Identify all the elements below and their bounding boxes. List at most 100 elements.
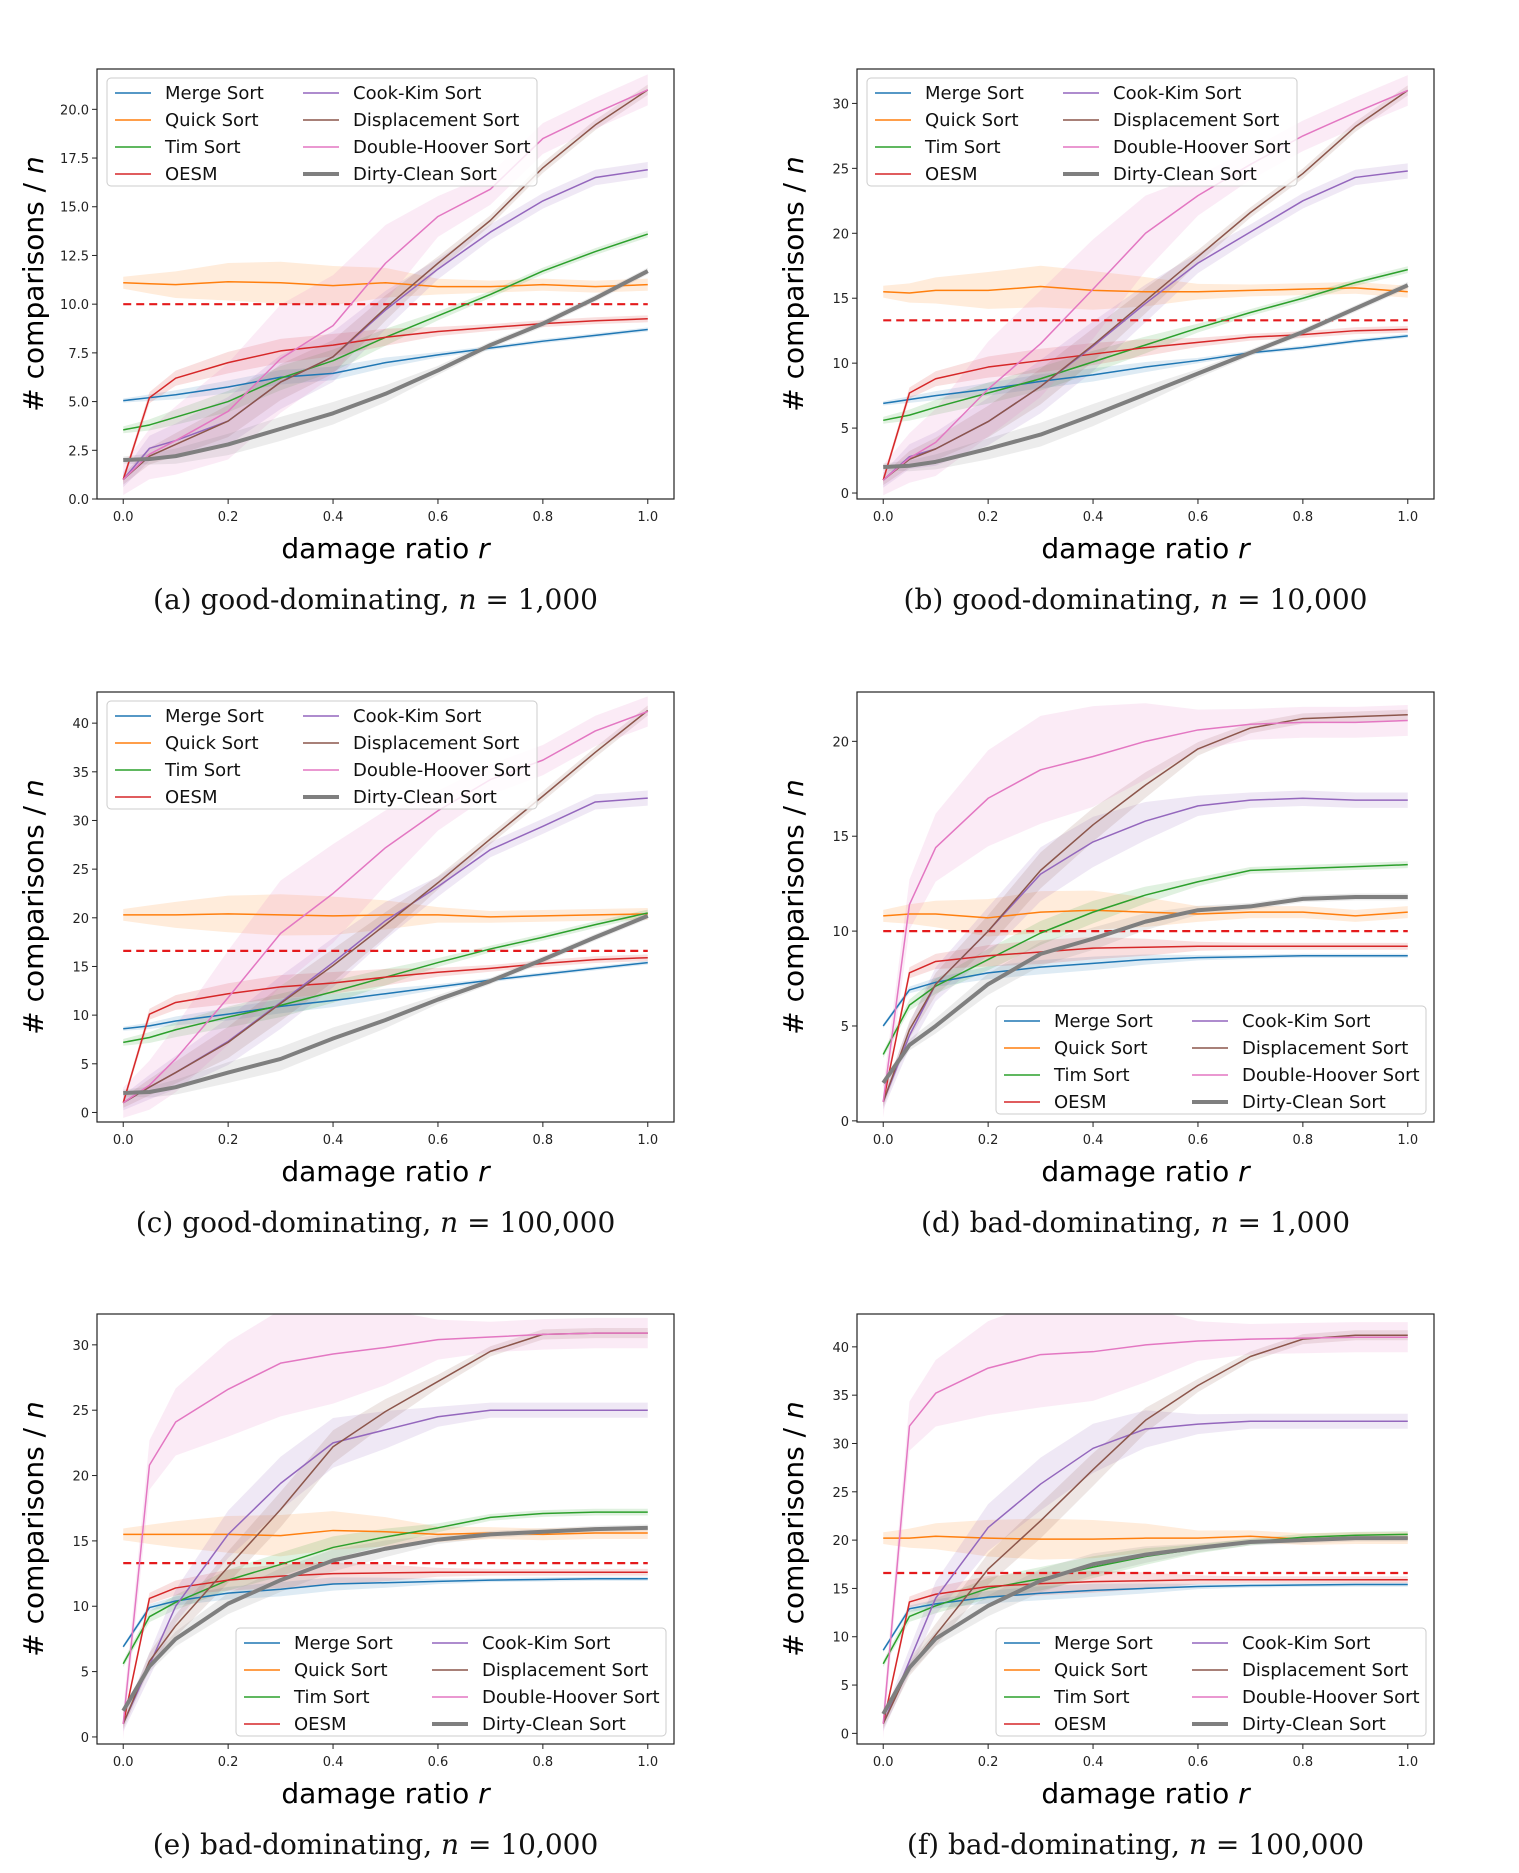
legend-item-displacement-sort: Displacement Sort [1192,1660,1408,1681]
legend-item-quick-sort: Quick Sort [875,110,1019,131]
y-tick-label: 20 [832,735,849,750]
subplot-caption: (e) bad-dominating, n = 10,000 [153,1828,599,1861]
subplot-f: 0.0 0.2 0.4 0.6 0.8 1.0 0 5 10 15 20 25 30 35 40 damage… [777,1313,1435,1861]
legend-item-merge-sort: Merge Sort [875,83,1024,104]
legend-label: Quick Sort [294,1660,388,1681]
legend-label: Tim Sort [1053,1687,1130,1708]
y-tick-label: 0 [81,1731,89,1746]
band-double-hoover-sort [883,703,1408,1118]
legend-item-tim-sort: Tim Sort [875,137,1001,158]
line-double-hoover-sort [122,710,649,1104]
y-axis-label: # comparisons / n [777,1401,810,1656]
y-tick-label: 15 [72,960,89,975]
legend-label: OESM [1054,1714,1107,1735]
y-tick-label: 17.5 [60,152,89,167]
band-cook-kim-sort [883,1410,1408,1732]
line-tim-sort [883,268,1408,422]
legend-item-merge-sort: Merge Sort [1004,1011,1153,1032]
y-axis-label: # comparisons / n [17,779,50,1034]
x-tick-label: 0.8 [533,1133,554,1148]
legend-label: Double-Hoover Sort [482,1687,660,1708]
line-displacement-sort [882,714,1408,1103]
band-dirty-clean-sort [883,893,1408,1087]
line-dirty-clean-sort [881,1536,1408,1716]
line-merge-sort [122,1578,648,1648]
y-tick-label: 0 [841,1727,849,1742]
y-tick-label: 0 [841,1115,849,1130]
band-double-hoover-sort [123,1314,648,1740]
legend-label: Cook-Kim Sort [353,706,481,727]
legend-item-oesm: OESM [244,1714,347,1735]
subplot-caption: (c) good-dominating, n = 100,000 [136,1206,616,1239]
legend-item-quick-sort: Quick Sort [115,733,259,754]
y-tick-label: 10.0 [60,298,89,313]
x-tick-label: 0.4 [323,510,344,525]
legend-label: Displacement Sort [353,733,519,754]
line-dirty-clean-sort [121,1525,648,1712]
legend-label: Cook-Kim Sort [1242,1633,1370,1654]
x-tick-label: 0.6 [428,510,449,525]
band-double-hoover-sort [883,75,1408,496]
plot-marks [121,1314,648,1740]
subplot-d: 0.0 0.2 0.4 0.6 0.8 1.0 0 5 10 15 20 damage ratio r… [777,691,1435,1239]
y-tick-label: 30 [832,97,849,112]
legend-item-tim-sort: Tim Sort [1004,1065,1130,1086]
legend-item-oesm: OESM [115,787,218,808]
band-tim-sort [123,1508,648,1668]
x-tick-label: 0.2 [978,510,999,525]
legend-item-dirty-clean-sort: Dirty-Clean Sort [303,164,497,185]
band-merge-sort [883,333,1408,406]
legend-item-quick-sort: Quick Sort [115,110,259,131]
y-tick-label: 5 [81,1666,89,1681]
line-merge-sort [882,1583,1408,1651]
y-tick-label: 15 [832,292,849,307]
x-tick-label: 0.2 [218,1133,239,1148]
band-cook-kim-sort [883,790,1408,1110]
y-tick-label: 25 [72,863,89,878]
y-tick-label: 7.5 [68,347,89,362]
line-quick-sort [123,913,648,918]
x-tick-label: 0.8 [533,510,554,525]
line-double-hoover-sort [882,89,1409,481]
plot-marks [122,696,649,1118]
legend-label: Dirty-Clean Sort [1242,1714,1386,1735]
x-tick-label: 0.6 [1188,510,1209,525]
legend-label: Dirty-Clean Sort [482,1714,626,1735]
x-tick-label: 1.0 [1397,1755,1418,1770]
legend-label: Tim Sort [1053,1065,1130,1086]
axes-frame [856,691,1435,1123]
y-tick-label: 10 [72,1600,89,1615]
axes-frame [856,68,1435,500]
y-tick-label: 5 [841,1679,849,1694]
band-cook-kim-sort [883,163,1408,488]
x-tick-label: 0.4 [323,1755,344,1770]
subplot-c: 0.0 0.2 0.4 0.6 0.8 1.0 0 5 10 15 20 25 30 35 40 damage… [17,691,675,1239]
legend-label: OESM [925,164,978,185]
x-tick-label: 0.0 [113,1755,134,1770]
y-tick-label: 12.5 [60,249,89,264]
line-oesm [122,318,648,480]
y-tick-label: 35 [832,1389,849,1404]
band-tim-sort [883,1530,1408,1668]
legend-label: Cook-Kim Sort [1242,1011,1370,1032]
x-tick-label: 0.6 [428,1133,449,1148]
y-tick-label: 35 [72,766,89,781]
legend-box [106,77,538,187]
band-merge-sort [883,953,1408,1029]
legend-label: Tim Sort [293,1687,370,1708]
legend-label: Displacement Sort [1242,1038,1408,1059]
legend-label: Double-Hoover Sort [1242,1065,1420,1086]
y-tick-label: 15 [832,1582,849,1597]
legend-item-cook-kim-sort: Cook-Kim Sort [1192,1633,1370,1654]
legend-item-dirty-clean-sort: Dirty-Clean Sort [1192,1092,1386,1113]
legend-label: Quick Sort [1054,1038,1148,1059]
x-tick-label: 0.6 [428,1755,449,1770]
y-tick-label: 2.5 [68,444,89,459]
legend-label: Quick Sort [925,110,1019,131]
legend-item-dirty-clean-sort: Dirty-Clean Sort [432,1714,626,1735]
x-tick-label: 1.0 [1397,510,1418,525]
legend-item-merge-sort: Merge Sort [244,1633,393,1654]
line-double-hoover-sort [122,1332,648,1724]
legend-label: Dirty-Clean Sort [353,787,497,808]
x-tick-label: 0.0 [873,510,894,525]
